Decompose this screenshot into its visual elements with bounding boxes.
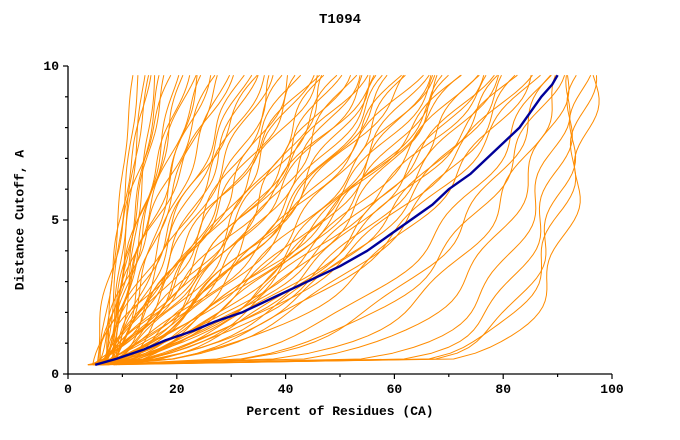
prediction-curve xyxy=(98,74,216,365)
prediction-curve xyxy=(102,74,402,366)
prediction-curve xyxy=(95,75,436,366)
prediction-curve xyxy=(98,75,363,366)
prediction-curve xyxy=(105,75,499,366)
prediction-curve xyxy=(92,74,296,366)
prediction-curve xyxy=(96,74,315,366)
prediction-curve xyxy=(100,74,551,366)
prediction-curve xyxy=(100,75,598,366)
prediction-curve xyxy=(115,74,430,366)
prediction-curve xyxy=(104,75,274,366)
prediction-curve xyxy=(106,74,197,365)
prediction-curve xyxy=(108,74,518,366)
x-tick-label: 80 xyxy=(495,382,511,397)
prediction-curve xyxy=(99,74,577,366)
prediction-curve xyxy=(94,74,405,366)
prediction-curve xyxy=(95,75,323,366)
prediction-curve xyxy=(93,75,434,366)
prediction-curve xyxy=(102,74,552,366)
x-tick-label: 40 xyxy=(278,382,294,397)
x-axis-title: Percent of Residues (CA) xyxy=(246,404,434,419)
prediction-curve xyxy=(100,75,532,366)
tick-labels: 0 20 40 60 80 100 0 5 10 xyxy=(43,59,624,397)
prediction-curve xyxy=(92,74,375,366)
x-tick-label: 60 xyxy=(387,382,403,397)
prediction-curve xyxy=(106,74,343,366)
prediction-curve xyxy=(98,74,533,366)
prediction-curve xyxy=(104,74,258,366)
best-model-curve xyxy=(94,74,559,366)
tick-marks xyxy=(63,65,613,379)
prediction-curve xyxy=(92,75,212,365)
prediction-curve xyxy=(107,74,449,366)
y-tick-label: 5 xyxy=(51,213,59,228)
prediction-curve xyxy=(107,74,462,366)
x-tick-label: 20 xyxy=(169,382,185,397)
x-tick-label: 100 xyxy=(600,382,624,397)
prediction-curve xyxy=(113,75,180,365)
prediction-curve xyxy=(104,74,202,365)
chart-title: T1094 xyxy=(318,12,361,28)
prediction-curve xyxy=(111,75,150,365)
y-tick-label: 0 xyxy=(51,367,59,382)
prediction-curve xyxy=(91,75,361,366)
prediction-curve xyxy=(113,74,541,366)
prediction-curve xyxy=(107,74,302,366)
prediction-curve xyxy=(117,74,325,366)
prediction-curve xyxy=(102,75,566,366)
prediction-curve xyxy=(99,74,383,366)
prediction-curve xyxy=(101,75,485,366)
y-tick-label: 10 xyxy=(43,59,59,74)
prediction-curve xyxy=(96,75,556,366)
prediction-curve xyxy=(99,74,338,366)
prediction-curve xyxy=(115,75,156,365)
highlight-curve xyxy=(94,74,559,366)
prediction-curve xyxy=(113,74,592,366)
prediction-curve xyxy=(87,75,600,366)
prediction-curve xyxy=(101,75,265,365)
prediction-curve xyxy=(115,74,253,365)
prediction-curve xyxy=(101,74,320,366)
ensemble-curves xyxy=(87,74,600,366)
x-tick-label: 0 xyxy=(64,382,72,397)
prediction-curve xyxy=(97,74,516,366)
prediction-curve xyxy=(96,74,498,366)
prediction-curve xyxy=(110,75,160,365)
prediction-curve xyxy=(95,75,571,366)
prediction-curve xyxy=(99,75,318,366)
prediction-curve xyxy=(99,75,152,365)
prediction-curve xyxy=(88,75,570,366)
prediction-curve xyxy=(98,74,495,366)
prediction-curve xyxy=(102,75,259,366)
prediction-curve xyxy=(94,74,443,366)
prediction-curve xyxy=(113,75,218,365)
prediction-curve xyxy=(100,74,424,366)
